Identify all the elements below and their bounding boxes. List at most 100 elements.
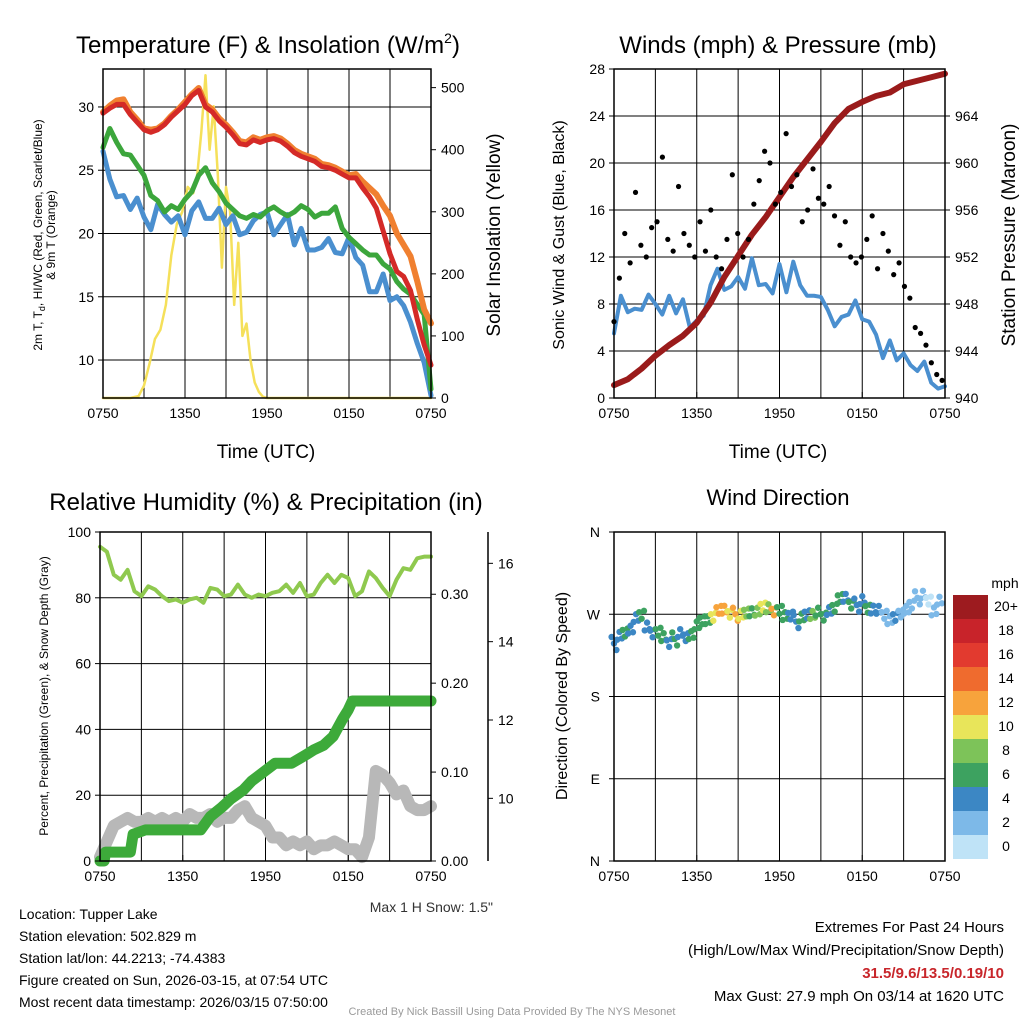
temperature-ytick-label: 10: [78, 352, 94, 368]
gust-point: [848, 254, 854, 260]
humidity-title: Relative Humidity (%) & Precipitation (i…: [49, 489, 482, 516]
direction-point: [638, 615, 645, 622]
direction-point: [691, 626, 698, 633]
direction-point: [619, 626, 626, 634]
temperature-ytick-label: 15: [78, 289, 94, 305]
gust-point: [896, 260, 902, 266]
gust-point: [686, 242, 692, 248]
direction-point: [773, 604, 781, 611]
gust-point: [831, 213, 838, 219]
direction-point: [845, 598, 853, 606]
direction-point: [770, 612, 778, 619]
gust-point: [697, 219, 703, 225]
pressure-ytick-label-right: 956: [955, 202, 979, 218]
insolation-ytick-label-right: 200: [441, 266, 465, 282]
location-text: Location: Tupper Lake: [19, 906, 158, 922]
extremes-subtitle: (High/Low/Max Wind/Precipitation/Snow De…: [688, 942, 1004, 959]
direction-point: [922, 594, 930, 602]
temperature-ylabel-line2: & 9m T (Orange): [44, 190, 58, 280]
direction-point: [765, 601, 772, 608]
direction-point: [746, 612, 753, 620]
credit-text: Created By Nick Bassill Using Data Provi…: [348, 1006, 676, 1018]
gust-point: [675, 183, 682, 190]
gust-point: [756, 178, 762, 184]
direction-point: [696, 614, 704, 621]
winds-ylabel: Sonic Wind & Gust (Blue, Black): [551, 120, 568, 349]
direction-point: [630, 618, 637, 626]
gust-point: [891, 272, 897, 278]
gust-point: [729, 172, 735, 178]
humidity-ylabel: Percent, Precipitation (Green), & Snow D…: [37, 556, 51, 835]
gust-point: [718, 266, 725, 272]
winds-ytick-label: 24: [589, 108, 605, 124]
colorbar-label: 14: [998, 670, 1014, 686]
direction-point: [916, 601, 924, 608]
direction-title: Wind Direction: [706, 485, 849, 510]
direction-point: [927, 593, 935, 600]
snow-depth-line: [94, 764, 437, 864]
direction-point: [867, 610, 875, 617]
direction-point: [732, 611, 739, 618]
gust-point: [670, 248, 676, 254]
direction-point: [640, 607, 648, 615]
colorbar-swatch: [953, 715, 988, 739]
direction-xtick-label: 0750: [598, 868, 629, 884]
direction-point: [629, 629, 637, 636]
created-text: Figure created on Sun, 2026-03-15, at 07…: [19, 972, 328, 988]
direction-point: [878, 608, 886, 616]
winds-frame: [613, 68, 946, 399]
gust-point: [665, 236, 671, 242]
gust-point: [767, 160, 773, 166]
max-gust-text: Max Gust: 27.9 mph On 03/14 at 1620 UTC: [713, 988, 1004, 1005]
humidity-axes: 0750 1350 1950 0150 07500204060801000.000.10…: [68, 524, 514, 884]
gust-point: [659, 154, 666, 160]
direction-point: [848, 605, 855, 612]
pressure-ylabel: Station Pressure (Maroon): [999, 124, 1020, 347]
temperature-title: Temperature (F) & Insolation (W/m2): [76, 30, 460, 59]
gust-point: [772, 201, 778, 207]
direction-point: [862, 602, 869, 610]
direction-point: [925, 601, 932, 608]
direction-point: [613, 646, 620, 654]
precip-ytick-label: 0.00: [441, 853, 468, 869]
direction-point: [685, 635, 693, 643]
gust-point: [842, 219, 848, 225]
direction-point: [895, 607, 902, 615]
gust-point: [805, 207, 811, 213]
direction-point: [809, 607, 816, 615]
colorbar-label: 18: [998, 622, 1014, 638]
direction-point: [663, 637, 670, 644]
direction-point: [776, 610, 783, 617]
direction-point: [724, 607, 731, 615]
direction-point: [677, 625, 684, 633]
direction-point: [883, 607, 890, 615]
colorbar-label: 20+: [994, 598, 1018, 614]
gust-point: [649, 225, 655, 231]
direction-panel: Wind Direction Direction (Colored By Spe…: [554, 485, 1019, 884]
colorbar-swatch: [953, 835, 988, 859]
colorbar-label: 4: [1002, 790, 1010, 806]
gust-point: [907, 295, 913, 301]
humidity-frame: [99, 531, 432, 862]
humidity-xtick-label: 0750: [415, 868, 446, 884]
humidity-ytick-label: 100: [68, 524, 92, 540]
direction-point: [795, 624, 802, 632]
direction-point: [757, 600, 764, 608]
winds-xtick-label: 1950: [764, 405, 795, 421]
direction-point: [812, 612, 819, 619]
winds-ytick-label: 16: [589, 202, 605, 218]
gust-point: [751, 201, 757, 207]
colorbar-swatch: [953, 619, 988, 643]
colorbar-swatch: [953, 643, 988, 667]
humidity-ytick-label: 60: [75, 656, 91, 672]
gust-point: [745, 236, 752, 242]
precipitation-line: [94, 695, 437, 867]
gust-point: [826, 183, 832, 190]
humidity-ytick-label: 80: [75, 590, 91, 606]
humidity-ytick-label: 40: [75, 721, 91, 737]
gust-point: [821, 201, 827, 207]
direction-point: [748, 605, 756, 612]
gust-point: [654, 219, 660, 225]
direction-point: [702, 620, 709, 628]
